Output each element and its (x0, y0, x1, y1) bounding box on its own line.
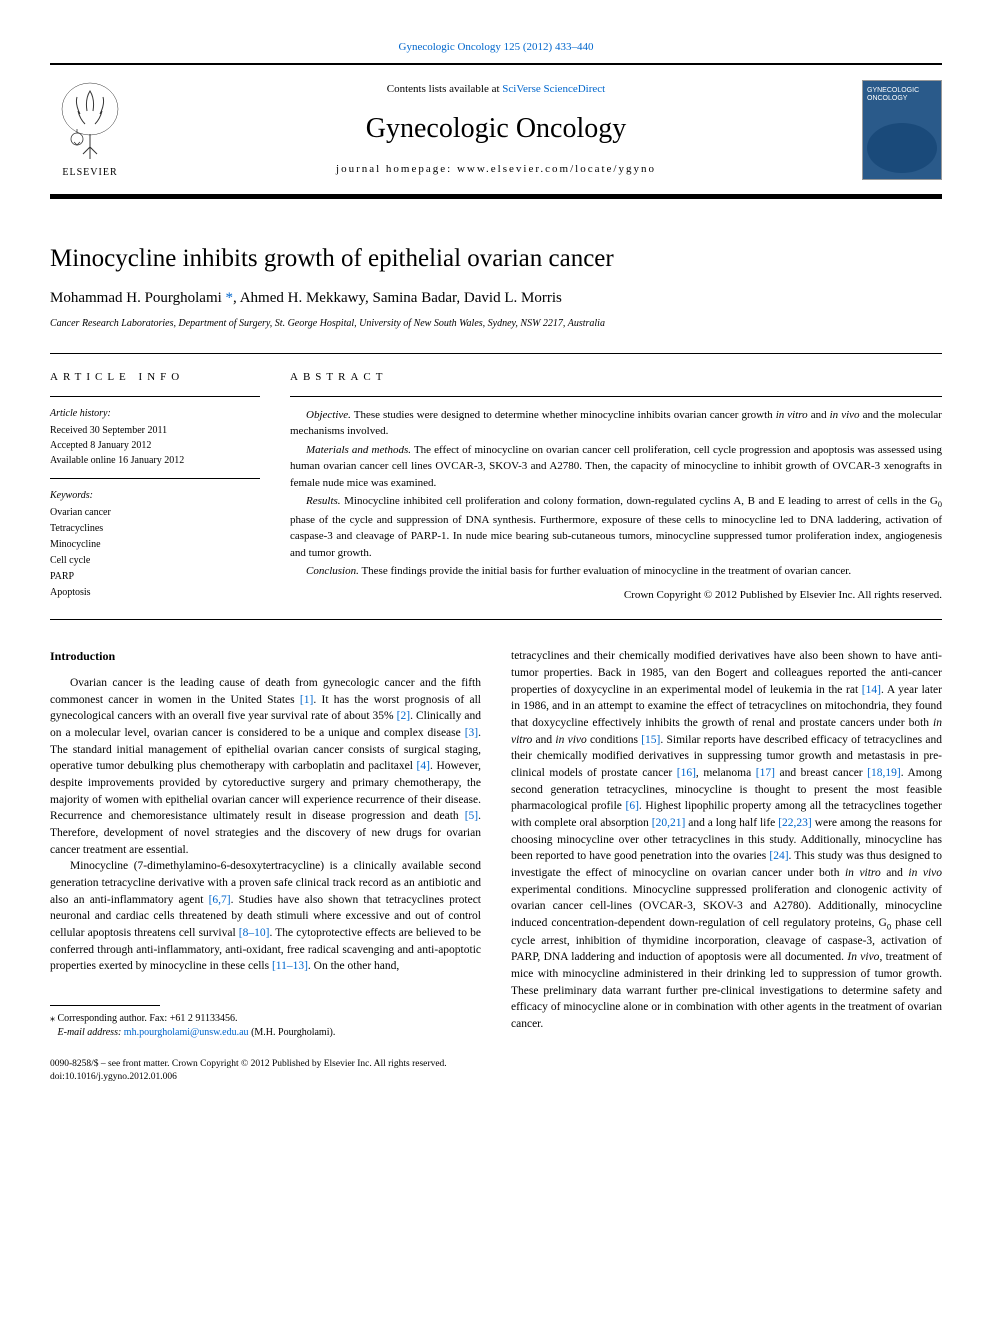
article-info-heading: ARTICLE INFO (50, 370, 260, 396)
author-name: Mohammad H. Pourgholami (50, 290, 222, 306)
body-para: tetracyclines and their chemically modif… (511, 648, 942, 1033)
footer: 0090-8258/$ – see front matter. Crown Co… (50, 1058, 942, 1085)
results-label: Results. (306, 495, 341, 507)
article-info: ARTICLE INFO Article history: Received 3… (50, 370, 260, 603)
ref-link[interactable]: [24] (769, 850, 788, 862)
abstract-objective: Objective. These studies were designed t… (290, 407, 942, 440)
results-text: Minocycline inhibited cell proliferation… (290, 495, 942, 559)
available: Available online 16 January 2012 (50, 453, 260, 468)
journal-header: ELSEVIER Contents lists available at Sci… (50, 63, 942, 199)
article-title: Minocycline inhibits growth of epithelia… (50, 241, 942, 276)
corresponding-marker[interactable]: * (226, 290, 234, 306)
citation-pages: 125 (2012) 433–440 (504, 41, 594, 53)
authors: Mohammad H. Pourgholami *, Ahmed H. Mekk… (50, 288, 942, 309)
corresponding-footnote: ⁎ Corresponding author. Fax: +61 2 91133… (50, 1012, 481, 1026)
journal-citation: Gynecologic Oncology 125 (2012) 433–440 (50, 40, 942, 55)
cover-image (867, 123, 937, 173)
keyword: Minocycline (50, 537, 260, 553)
accepted: Accepted 8 January 2012 (50, 438, 260, 453)
ref-link[interactable]: [15] (641, 734, 660, 746)
body-para: Ovarian cancer is the leading cause of d… (50, 675, 481, 858)
body-columns: Introduction Ovarian cancer is the leadi… (50, 648, 942, 1040)
abstract-conclusion: Conclusion. These findings provide the i… (290, 563, 942, 580)
keyword: Cell cycle (50, 553, 260, 569)
keywords-label: Keywords: (50, 489, 260, 503)
ref-link[interactable]: [16] (677, 767, 696, 779)
ref-link[interactable]: [2] (397, 710, 410, 722)
footnote-separator (50, 1005, 160, 1006)
footer-doi: doi:10.1016/j.ygyno.2012.01.006 (50, 1071, 942, 1084)
left-column: Introduction Ovarian cancer is the leadi… (50, 648, 481, 1040)
ref-link[interactable]: [4] (417, 760, 430, 772)
intro-heading: Introduction (50, 648, 481, 665)
cover-title: GYNECOLOGIC ONCOLOGY (867, 87, 937, 102)
abstract: ABSTRACT Objective. These studies were d… (290, 370, 942, 603)
contents-prefix: Contents lists available at (387, 83, 500, 95)
ref-link[interactable]: [8–10] (239, 927, 270, 939)
ref-link[interactable]: [3] (465, 727, 478, 739)
ref-link[interactable]: [17] (756, 767, 775, 779)
ref-link[interactable]: [1] (300, 694, 313, 706)
affiliation: Cancer Research Laboratories, Department… (50, 317, 942, 331)
homepage-url: www.elsevier.com/locate/ygyno (457, 163, 656, 175)
ref-link[interactable]: [5] (465, 810, 478, 822)
ref-link[interactable]: [22,23] (778, 817, 812, 829)
abstract-heading: ABSTRACT (290, 370, 942, 396)
contents-line: Contents lists available at SciVerse Sci… (130, 82, 862, 97)
objective-text: These studies were designed to determine… (290, 409, 942, 438)
homepage-line: journal homepage: www.elsevier.com/locat… (130, 162, 862, 177)
right-column: tetracyclines and their chemically modif… (511, 648, 942, 1040)
ref-link[interactable]: [11–13] (272, 960, 308, 972)
ref-link[interactable]: [6,7] (209, 894, 231, 906)
sciencedirect-link[interactable]: SciVerse ScienceDirect (502, 83, 605, 95)
keywords-list: Ovarian cancer Tetracyclines Minocycline… (50, 505, 260, 601)
email-suffix: (M.H. Pourgholami). (251, 1027, 335, 1038)
ref-link[interactable]: [6] (625, 800, 638, 812)
elsevier-logo: ELSEVIER (50, 79, 130, 180)
journal-citation-link[interactable]: Gynecologic Oncology 125 (2012) 433–440 (399, 41, 594, 53)
objective-label: Objective. (306, 409, 351, 421)
email-label: E-mail address: (58, 1027, 122, 1038)
journal-cover: GYNECOLOGIC ONCOLOGY (862, 80, 942, 180)
ref-link[interactable]: [20,21] (652, 817, 686, 829)
homepage-prefix: journal homepage: (336, 163, 452, 175)
footer-copyright: 0090-8258/$ – see front matter. Crown Co… (50, 1058, 942, 1071)
citation-journal: Gynecologic Oncology (399, 41, 501, 53)
info-abstract-row: ARTICLE INFO Article history: Received 3… (50, 353, 942, 620)
ref-link[interactable]: [14] (862, 684, 881, 696)
history-label: Article history: (50, 407, 260, 421)
header-center: Contents lists available at SciVerse Sci… (130, 82, 862, 178)
body-para: Minocycline (7-dimethylamino-6-desoxyter… (50, 858, 481, 975)
copyright: Crown Copyright © 2012 Published by Else… (290, 588, 942, 603)
conclusion-label: Conclusion. (306, 565, 359, 577)
abstract-results: Results. Minocycline inhibited cell prol… (290, 493, 942, 561)
abstract-methods: Materials and methods. The effect of min… (290, 442, 942, 492)
authors-rest: , Ahmed H. Mekkawy, Samina Badar, David … (233, 290, 562, 306)
ref-link[interactable]: [18,19] (867, 767, 901, 779)
corresponding-text: Corresponding author. Fax: +61 2 9113345… (58, 1013, 238, 1024)
elsevier-name: ELSEVIER (62, 166, 117, 180)
email-footnote: E-mail address: mh.pourgholami@unsw.edu.… (50, 1026, 481, 1040)
journal-name: Gynecologic Oncology (130, 109, 862, 148)
email-link[interactable]: mh.pourgholami@unsw.edu.au (124, 1027, 249, 1038)
keyword: PARP (50, 569, 260, 585)
elsevier-tree-icon (55, 79, 125, 164)
keyword: Tetracyclines (50, 521, 260, 537)
methods-label: Materials and methods. (306, 444, 411, 456)
keyword: Apoptosis (50, 585, 260, 601)
conclusion-text: These findings provide the initial basis… (361, 565, 851, 577)
keyword: Ovarian cancer (50, 505, 260, 521)
received: Received 30 September 2011 (50, 423, 260, 438)
asterisk: ⁎ (50, 1013, 58, 1024)
